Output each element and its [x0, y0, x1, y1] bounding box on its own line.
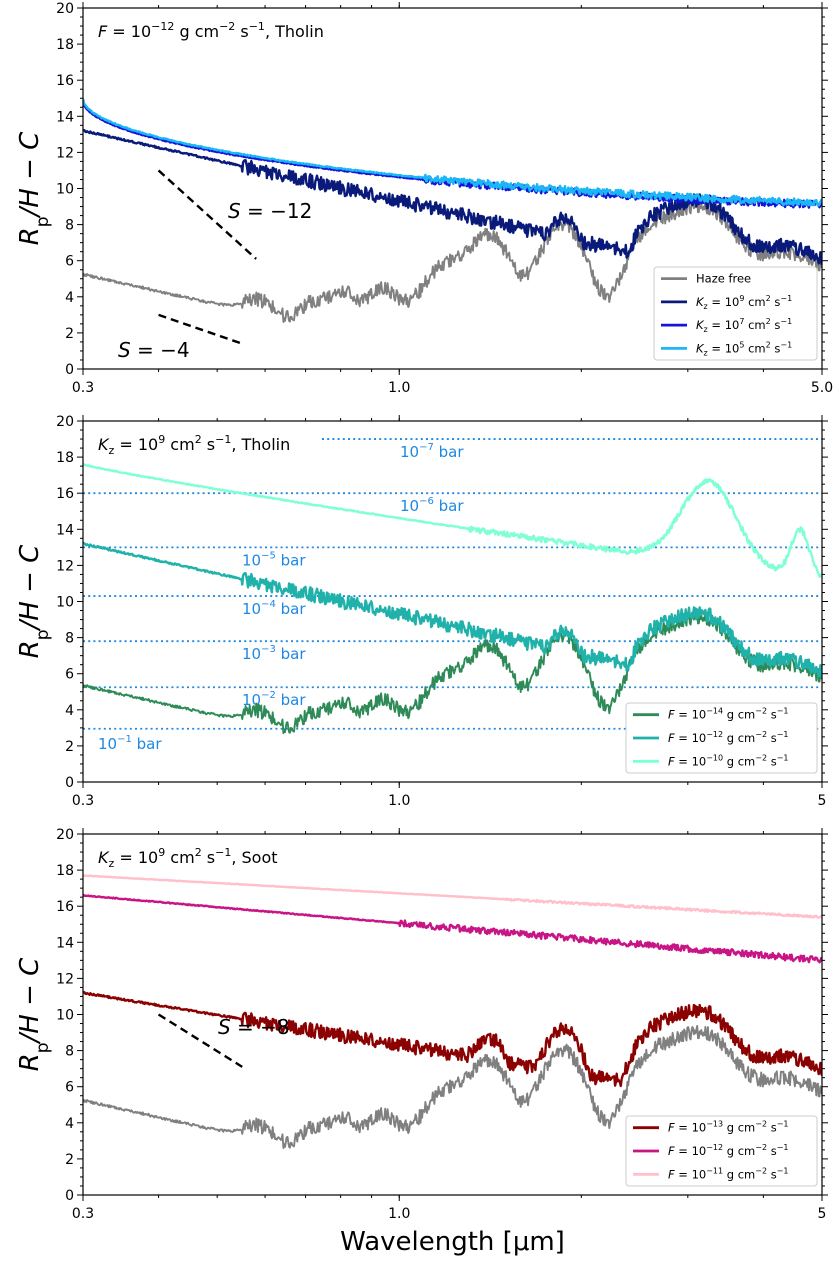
chart-panel-3: S = −8 0 2 4 6 8 10 12 14 16 18 20 0.3 1.0 5 Kz = 109 c…	[15, 827, 828, 1222]
legend-entry: F = 10−12 g cm−2 s−1	[668, 730, 789, 745]
y-tick-label: 2	[65, 326, 74, 342]
y-tick-label: 6	[65, 1080, 74, 1096]
y-tick-label: 18	[56, 863, 74, 879]
pressure-level-label: 10−4 bar	[242, 599, 306, 618]
panel-title: Kz = 109 cm2 s−1, Tholin	[98, 433, 290, 457]
x-tick-label: 1.0	[388, 793, 410, 809]
legend-entry: F = 10−11 g cm−2 s−1	[668, 1166, 789, 1181]
y-tick-label: 6	[65, 667, 74, 683]
pressure-level-label: 10−5 bar	[242, 550, 306, 569]
y-tick-label: 12	[56, 971, 74, 987]
panel-title: F = 10−12 g cm−2 s−1, Tholin	[98, 20, 324, 41]
slope-label: S = −8	[218, 1015, 290, 1039]
pressure-level-label: 10−1 bar	[98, 734, 162, 753]
legend-box	[625, 702, 818, 774]
pressure-level-label: 10−7 bar	[400, 442, 464, 461]
x-tick-label: 5	[818, 1206, 827, 1222]
series-line-3	[83, 893, 822, 964]
series-line-1	[83, 1024, 822, 1149]
y-tick-label: 2	[65, 1152, 74, 1168]
pressure-level-label: 10−3 bar	[242, 644, 306, 663]
pressure-level-label: 10−6 bar	[400, 496, 464, 515]
x-tick-label: 1.0	[388, 1206, 410, 1222]
y-tick-label: 14	[56, 522, 74, 538]
y-tick-label: 18	[56, 450, 74, 466]
y-tick-label: 10	[56, 1008, 74, 1024]
y-tick-label: 10	[56, 595, 74, 611]
y-tick-label: 6	[65, 254, 74, 270]
chart-panel-1: S = −12 S = −4 0 2 4 6 8 10 12 14 16 18 20 0.3 1.0 5.0 F…	[15, 1, 833, 396]
slope-guide-line	[157, 1013, 243, 1068]
legend-entry: Kz = 109 cm2 s−1	[696, 294, 792, 311]
series-line-3	[83, 463, 822, 578]
slope-label: S = −12	[228, 199, 312, 223]
x-tick-label: 1.0	[388, 380, 410, 396]
y-tick-label: 10	[56, 182, 74, 198]
legend-entry: F = 10−13 g cm−2 s−1	[668, 1120, 789, 1135]
chart-panel-2: 10−7 bar 10−6 bar 10−5 bar 10−4 bar 10−3 bar…	[15, 414, 828, 809]
slope-guide-line	[157, 169, 257, 260]
y-tick-label: 20	[56, 414, 74, 430]
slope-label: S = −4	[118, 338, 190, 362]
legend-entry: F = 10−14 g cm−2 s−1	[668, 707, 789, 722]
series-line-1	[83, 610, 822, 735]
legend-entry: Kz = 107 cm2 s−1	[696, 317, 792, 334]
y-tick-label: 0	[65, 362, 74, 378]
y-axis-label: Rp/H − C	[15, 131, 53, 246]
y-tick-label: 16	[56, 73, 74, 89]
series-line-4	[83, 874, 822, 919]
legend-box	[653, 266, 818, 361]
y-tick-label: 20	[56, 1, 74, 17]
x-axis-label: Wavelength [μm]	[340, 1227, 565, 1257]
legend-entry: F = 10−12 g cm−2 s−1	[668, 1143, 789, 1158]
x-tick-label: 0.3	[72, 380, 94, 396]
y-axis-label: Rp/H − C	[15, 957, 53, 1072]
x-tick-label: 0.3	[72, 1206, 94, 1222]
y-tick-label: 4	[65, 703, 74, 719]
y-tick-label: 16	[56, 899, 74, 915]
series-line-2	[83, 128, 822, 266]
y-tick-label: 4	[65, 290, 74, 306]
slope-guide-line	[158, 313, 243, 345]
y-tick-label: 18	[56, 37, 74, 53]
x-tick-label: 5	[818, 793, 827, 809]
y-tick-label: 4	[65, 1116, 74, 1132]
x-tick-label: 0.3	[72, 793, 94, 809]
series-line-2	[83, 990, 822, 1088]
y-tick-label: 12	[56, 145, 74, 161]
y-axis-label: Rp/H − C	[15, 544, 53, 659]
y-tick-label: 0	[65, 1188, 74, 1204]
y-tick-label: 8	[65, 1044, 74, 1060]
legend-entry: Kz = 105 cm2 s−1	[696, 340, 792, 357]
y-tick-label: 0	[65, 775, 74, 791]
y-tick-label: 8	[65, 631, 74, 647]
y-tick-label: 12	[56, 558, 74, 574]
series-line-2	[83, 541, 822, 679]
y-tick-label: 14	[56, 935, 74, 951]
y-tick-label: 8	[65, 218, 74, 234]
series-line-1	[83, 198, 822, 323]
legend-entry: F = 10−10 g cm−2 s−1	[668, 753, 789, 768]
y-tick-label: 14	[56, 109, 74, 125]
legend-entry: Haze free	[696, 272, 751, 286]
legend-box	[625, 1115, 818, 1187]
y-tick-label: 16	[56, 486, 74, 502]
series-line-4	[83, 98, 822, 207]
y-tick-label: 2	[65, 739, 74, 755]
panel-title: Kz = 109 cm2 s−1, Soot	[98, 846, 278, 870]
y-tick-label: 20	[56, 827, 74, 843]
x-tick-label: 5.0	[811, 380, 833, 396]
